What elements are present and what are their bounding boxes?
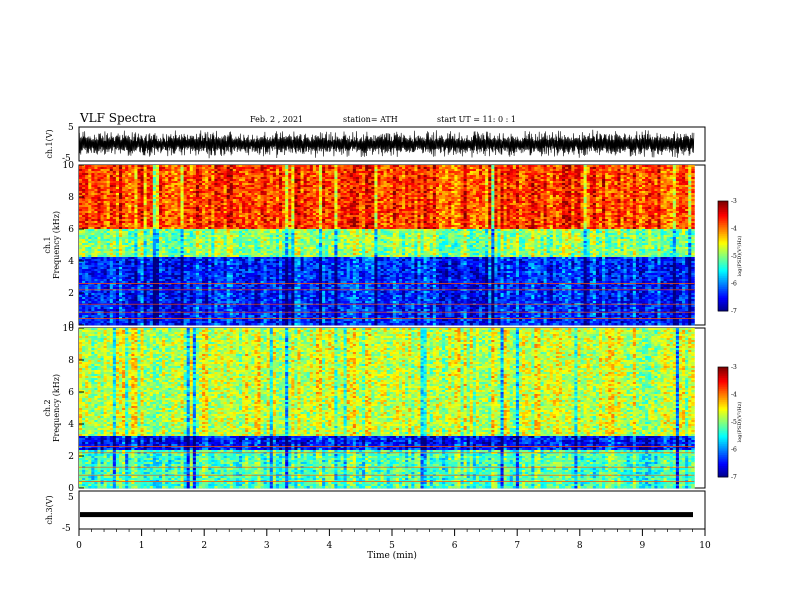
ch2-colorbar: -3 -4 -5 -6 -7 log(PSD)(V²/Hz) <box>717 364 743 481</box>
date-label: Feb. 2 , 2021 <box>250 115 303 124</box>
ytick-label: 2 <box>68 289 74 299</box>
ytick-label: 2 <box>68 452 74 462</box>
xtick-label: 2 <box>201 541 207 551</box>
ch2-spectrogram-image <box>79 328 695 489</box>
ch1-spectrogram-ylabel-freq: Frequency (kHz) <box>52 211 61 279</box>
xtick-label: 3 <box>264 541 270 551</box>
time-axis-ticks: 0 1 2 3 4 5 6 7 8 9 10 <box>76 529 711 551</box>
ch3-ytick-bottom: -5 <box>62 524 71 534</box>
ch1-ytick-top: 5 <box>68 123 74 133</box>
xtick-label: 4 <box>327 541 333 551</box>
colorbar-tick-label: -4 <box>731 392 737 399</box>
ch1-spectrogram-image <box>79 165 695 326</box>
xtick-label: 8 <box>577 541 583 551</box>
colorbar-label: log(PSD)(V²/Hz) <box>736 236 743 277</box>
ytick-label: 0 <box>68 484 74 494</box>
xtick-label: 10 <box>699 541 711 551</box>
ytick-label: 10 <box>63 324 75 334</box>
colorbar-tick-label: -3 <box>731 198 737 205</box>
ch3-waveform-panel: 5 -5 ch.3(V) <box>45 490 706 534</box>
ch2-spectrogram-ylabel-freq: Frequency (kHz) <box>52 374 61 442</box>
ch1-colorbar: -3 -4 -5 -6 -7 log(PSD)(V²/Hz) <box>717 198 743 315</box>
start-time-label: start UT = 11: 0 : 1 <box>437 115 516 124</box>
xtick-label: 5 <box>389 541 395 551</box>
ytick-label: 10 <box>63 161 75 171</box>
ch1-waveform-ylabel: ch.1(V) <box>45 129 54 158</box>
ch1-waveform-panel: 5 -5 ch.1(V) <box>45 123 706 164</box>
colorbar-tick-label: -4 <box>731 226 737 233</box>
colorbar-tick-label: -3 <box>731 364 737 371</box>
ch1-spectrogram-yticks: 0 2 4 6 8 10 <box>63 161 84 331</box>
xtick-label: 7 <box>514 541 520 551</box>
colorbar-tick-label: -7 <box>731 474 737 481</box>
ch2-spectrogram-panel: 0 2 4 6 8 10 ch.2 Frequency (kHz) -3 -4 -5 -6 -7 l… <box>43 324 743 494</box>
ch2-spectrogram-yticks: 0 2 4 6 8 10 <box>63 324 84 494</box>
ytick-label: 4 <box>68 257 74 267</box>
ch1-spectrogram-panel: 0 2 4 6 8 10 ch.1 Frequency (kHz) -3 -4 -5 -6 -7 l… <box>43 161 743 331</box>
colorbar-label: log(PSD)(V²/Hz) <box>736 402 743 443</box>
ytick-label: 6 <box>68 388 74 398</box>
time-axis-label: Time (min) <box>367 550 417 561</box>
ytick-label: 8 <box>68 193 74 203</box>
xtick-label: 9 <box>640 541 646 551</box>
ch3-waveform-frame <box>78 490 706 530</box>
ytick-label: 4 <box>68 420 74 430</box>
ch3-waveform-trace <box>80 512 693 518</box>
figure-title: VLF Spectra <box>79 111 156 125</box>
station-label: station= ATH <box>343 115 398 124</box>
ch3-ytick-top: 5 <box>68 493 74 503</box>
colorbar-tick-label: -5 <box>731 419 737 426</box>
ytick-label: 8 <box>68 356 74 366</box>
xtick-label: 0 <box>76 541 82 551</box>
ytick-label: 0 <box>68 321 74 331</box>
ch1-waveform-trace <box>78 129 695 159</box>
ch1-spectrogram-ylabel-channel: ch.1 <box>43 236 52 253</box>
ch1-ytick-bottom: -5 <box>62 154 71 164</box>
xtick-label: 1 <box>139 541 145 551</box>
ch3-waveform-ylabel: ch.3(V) <box>45 495 54 524</box>
colorbar-tick-label: -6 <box>731 447 737 454</box>
ch2-spectrogram-ylabel-channel: ch.2 <box>43 399 52 416</box>
colorbar-tick-label: -7 <box>731 308 737 315</box>
xtick-label: 6 <box>452 541 458 551</box>
colorbar-tick-label: -6 <box>731 281 737 288</box>
colorbar-tick-label: -5 <box>731 253 737 260</box>
ytick-label: 6 <box>68 225 74 235</box>
